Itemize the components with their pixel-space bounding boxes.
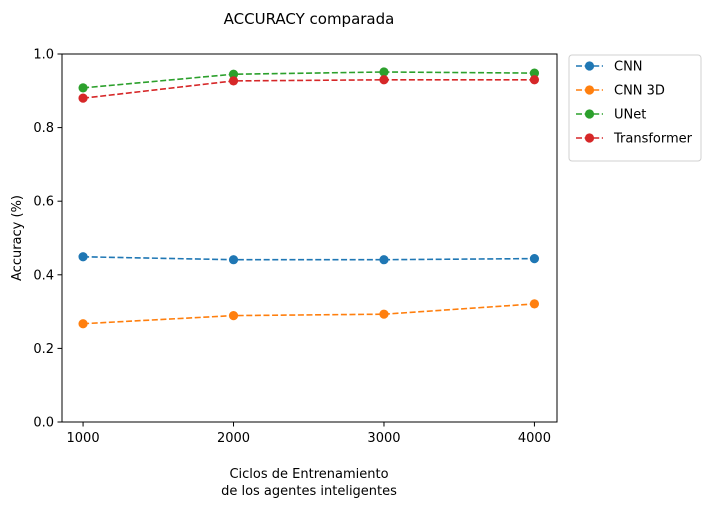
x-axis-label-line-2: de los agentes inteligentes bbox=[221, 484, 397, 499]
x-axis-label: Ciclos de Entrenamiento de los agentes i… bbox=[221, 467, 397, 499]
axes-frame bbox=[61, 53, 558, 423]
y-tick-label: 0.2 bbox=[33, 342, 54, 357]
legend-item: Transformer bbox=[576, 132, 693, 147]
legend-label: CNN 3D bbox=[614, 84, 665, 99]
legend-marker bbox=[584, 61, 595, 71]
data-point bbox=[379, 67, 389, 77]
chart-title: ACCURACY comparada bbox=[224, 10, 395, 28]
y-tick-label: 0.8 bbox=[33, 121, 54, 136]
series-line bbox=[83, 256, 535, 261]
x-tick-label: 4000 bbox=[518, 431, 551, 446]
x-tick-label: 3000 bbox=[367, 431, 400, 446]
x-tick-label: 2000 bbox=[217, 431, 250, 446]
y-axis-label: Accuracy (%) bbox=[10, 195, 25, 281]
data-point bbox=[228, 311, 239, 321]
legend-label: CNN bbox=[614, 60, 643, 75]
legend-item: CNN bbox=[576, 60, 643, 75]
y-tick-label: 0.6 bbox=[33, 195, 54, 210]
legend-marker bbox=[584, 133, 595, 143]
legend-label: Transformer bbox=[613, 132, 693, 147]
y-tick-label: 0.0 bbox=[33, 416, 54, 431]
legend-item: CNN 3D bbox=[576, 84, 665, 99]
data-point bbox=[529, 254, 540, 264]
data-point bbox=[379, 309, 389, 319]
series-1 bbox=[78, 299, 540, 329]
series-2 bbox=[78, 67, 540, 93]
data-point bbox=[78, 252, 88, 262]
legend-marker bbox=[584, 109, 595, 119]
series-line bbox=[83, 303, 535, 325]
plot-area: 1000 2000 3000 4000 0.0 0.2 0.4 0.6 0.8 1.0 bbox=[33, 48, 558, 446]
data-point bbox=[379, 255, 389, 265]
data-point bbox=[78, 319, 88, 329]
legend: CNN CNN 3D UNet Transformer bbox=[568, 54, 702, 162]
y-axis-label-text: Accuracy (%) bbox=[10, 195, 25, 281]
x-tick-label: 1000 bbox=[67, 431, 100, 446]
legend-marker bbox=[584, 85, 595, 95]
legend-box bbox=[568, 54, 702, 162]
series-0 bbox=[78, 252, 540, 265]
legend-label: UNet bbox=[614, 108, 646, 123]
data-point bbox=[228, 76, 239, 86]
data-point bbox=[529, 68, 540, 78]
x-axis-label-line-1: Ciclos de Entrenamiento bbox=[229, 467, 388, 482]
y-tick-label: 0.4 bbox=[33, 268, 54, 283]
data-point bbox=[529, 299, 540, 309]
y-tick-label: 1.0 bbox=[33, 48, 54, 63]
data-point bbox=[78, 93, 88, 103]
series-line bbox=[83, 71, 535, 89]
data-point bbox=[78, 83, 88, 93]
data-point bbox=[379, 75, 389, 85]
legend-item: UNet bbox=[576, 108, 646, 123]
series-3 bbox=[78, 75, 540, 103]
series-line bbox=[83, 79, 535, 99]
data-point bbox=[228, 69, 239, 79]
data-point bbox=[529, 75, 540, 85]
data-point bbox=[228, 255, 239, 265]
